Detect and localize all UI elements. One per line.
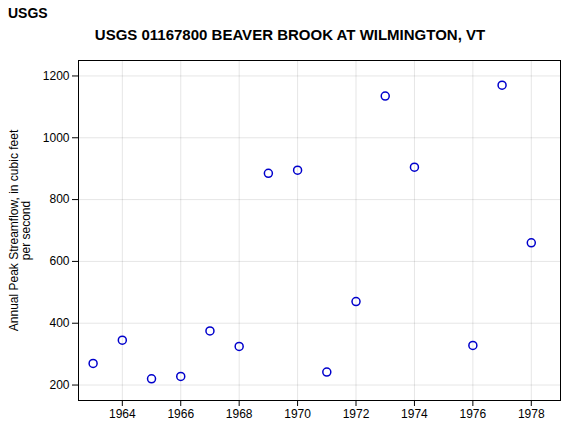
html-text:USGS: USGS <box>8 5 48 21</box>
html-text:USGS 01167800 BEAVER BROOK AT: USGS 01167800 BEAVER BROOK AT WILMINGTON… <box>94 26 486 43</box>
svg-text:200: 200 <box>49 378 69 392</box>
svg-text:800: 800 <box>49 192 69 206</box>
svg-text:1200: 1200 <box>43 69 70 83</box>
svg-text:1968: 1968 <box>226 407 253 421</box>
svg-text:600: 600 <box>49 254 69 268</box>
svg-text:1000: 1000 <box>43 131 70 145</box>
svg-text:400: 400 <box>49 316 69 330</box>
svg-text:1966: 1966 <box>167 407 194 421</box>
svg-text:1978: 1978 <box>518 407 545 421</box>
svg-text:1964: 1964 <box>109 407 136 421</box>
svg-text:1970: 1970 <box>284 407 311 421</box>
svg-text:1974: 1974 <box>401 407 428 421</box>
svg-text:1972: 1972 <box>343 407 370 421</box>
svg-text:Annual Peak Streamflow, in cub: Annual Peak Streamflow, in cubic feetper… <box>7 129 33 331</box>
svg-text:1976: 1976 <box>460 407 487 421</box>
